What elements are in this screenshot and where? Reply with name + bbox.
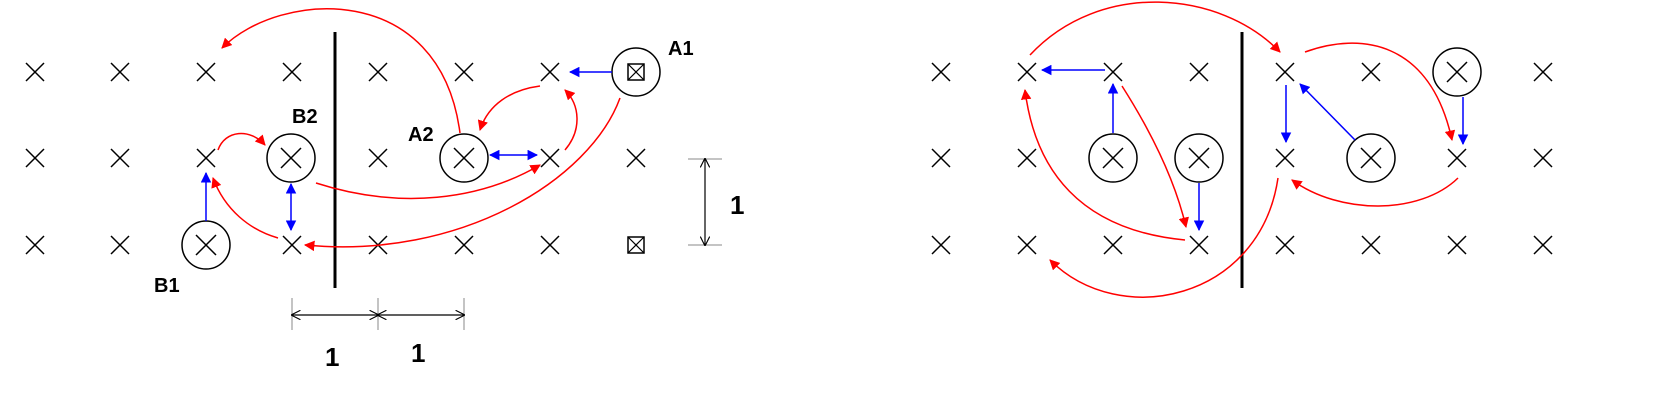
grid-x-mark [1533, 62, 1553, 82]
dimension-label-h1: 1 [325, 342, 339, 372]
grid-x-mark [1189, 62, 1209, 82]
label-b1: B1 [154, 275, 180, 297]
grid-x-mark [1189, 235, 1209, 255]
grid-x-mark [931, 148, 951, 168]
dimension-label-h2: 1 [411, 338, 425, 368]
qubit-a1-circle [611, 47, 661, 97]
grid-x-mark [25, 148, 45, 168]
qubit-b2-circle [266, 133, 316, 183]
grid-x-mark [1275, 235, 1295, 255]
red-arrow-a1-to-bottom [303, 97, 621, 252]
boxed-x-mark [627, 236, 645, 254]
red-arrow-a2-to-top-left [221, 8, 461, 134]
grid-x-mark [1447, 235, 1467, 255]
right-qubit-circle-3 [1346, 133, 1396, 183]
grid-x-mark [25, 62, 45, 82]
vertical-dimension [688, 159, 722, 245]
grid-x-mark [626, 148, 646, 168]
grid-x-mark [540, 148, 560, 168]
right-red-arrow-up-left [1020, 88, 1186, 241]
grid-x-mark [110, 235, 130, 255]
dimension-label-v: 1 [730, 190, 744, 220]
red-arrow-top-to-a2 [477, 85, 541, 131]
grid-x-mark [1361, 62, 1381, 82]
grid-x-mark [1361, 235, 1381, 255]
grid-x-mark [1017, 62, 1037, 82]
right-blue-arrow-diagonal [1299, 83, 1356, 141]
grid-x-mark [282, 62, 302, 82]
grid-x-mark [110, 62, 130, 82]
right-red-arrow-bottom-arc [1049, 177, 1279, 298]
grid-x-mark [540, 235, 560, 255]
qubit-b1-circle [181, 220, 231, 270]
horizontal-dimension [292, 298, 464, 330]
grid-x-mark [931, 235, 951, 255]
label-a1: A1 [668, 38, 694, 60]
label-b2: B2 [292, 106, 318, 128]
grid-x-mark [1447, 148, 1467, 168]
right-qubit-circle-2 [1174, 133, 1224, 183]
left-grid-marks [25, 62, 646, 255]
grid-x-mark [1533, 148, 1553, 168]
grid-x-mark [1017, 148, 1037, 168]
grid-x-mark [454, 62, 474, 82]
red-arrow-b2-to-right [315, 164, 541, 200]
label-a2: A2 [408, 124, 434, 146]
right-panel [931, 1, 1553, 298]
grid-x-mark [454, 235, 474, 255]
grid-x-mark [196, 148, 216, 168]
grid-x-mark [1103, 62, 1123, 82]
red-arrow-to-b2 [217, 132, 266, 151]
grid-x-mark [1275, 62, 1295, 82]
grid-x-mark [282, 235, 302, 255]
right-red-arrow-return-left [1291, 177, 1459, 207]
red-arrow-right-loop [564, 89, 578, 151]
right-red-arrow-curve-right [1304, 42, 1456, 142]
red-arrow-bottom-to-left [211, 177, 279, 239]
qubit-a2-circle [439, 133, 489, 183]
grid-x-mark [1017, 235, 1037, 255]
grid-x-mark [368, 148, 388, 168]
right-red-arrow-down-center [1121, 85, 1189, 229]
right-grid-marks [931, 62, 1553, 255]
grid-x-mark [540, 62, 560, 82]
grid-x-mark [368, 62, 388, 82]
grid-x-mark [1103, 235, 1123, 255]
grid-x-mark [931, 62, 951, 82]
grid-x-mark [110, 148, 130, 168]
right-qubit-circle-1 [1088, 133, 1138, 183]
grid-x-mark [196, 62, 216, 82]
grid-x-mark [25, 235, 45, 255]
grid-x-mark [1533, 235, 1553, 255]
grid-x-mark [1275, 148, 1295, 168]
left-panel: A1 A2 B1 B2 1 1 1 [25, 8, 744, 372]
right-red-arrow-top-arc [1029, 1, 1281, 56]
right-qubit-circle-4 [1432, 47, 1482, 97]
